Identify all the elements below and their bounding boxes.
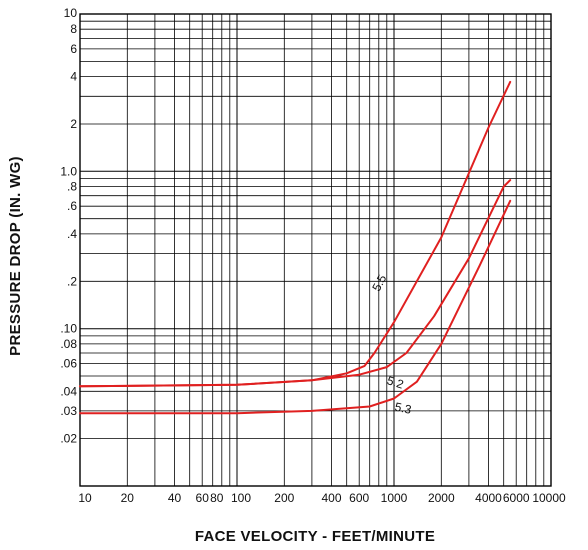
curve-label-5-2: 5.2 xyxy=(385,373,406,392)
x-tick-label: 200 xyxy=(274,491,294,505)
y-tick-label: .02 xyxy=(60,432,77,446)
y-tick-label: .8 xyxy=(67,180,77,194)
y-tick-label: .03 xyxy=(60,404,77,418)
x-tick-label: 60 xyxy=(196,491,210,505)
x-tick-label: 100 xyxy=(231,491,251,505)
x-tick-label: 10000 xyxy=(532,491,566,505)
y-tick-label: .2 xyxy=(67,274,77,288)
curve-label-5-3: 5.3 xyxy=(394,400,414,417)
x-tick-label: 10 xyxy=(78,491,92,505)
y-tick-label: .6 xyxy=(67,199,77,213)
curves xyxy=(79,80,512,415)
x-tick-label: 4000 xyxy=(475,491,502,505)
y-tick-label: 8 xyxy=(70,22,77,36)
y-tick-label: .06 xyxy=(60,357,77,371)
x-tick-label: 1000 xyxy=(381,491,408,505)
series-line-5-3 xyxy=(79,199,512,415)
plot-frame xyxy=(79,13,552,487)
y-tick-label: 1.0 xyxy=(60,164,77,178)
y-tick-label: 6 xyxy=(70,42,77,56)
y-tick-label: 10 xyxy=(64,6,78,20)
curve-labels: 5.55.25.3 xyxy=(369,272,413,417)
y-tick-label: .04 xyxy=(60,384,77,398)
y-tick-label: 2 xyxy=(70,117,77,131)
x-tick-label: 2000 xyxy=(428,491,455,505)
y-tick-label: 4 xyxy=(70,70,77,84)
y-axis-title: PRESSURE DROP (IN. WG) xyxy=(7,156,24,356)
x-tick-label: 80 xyxy=(210,491,224,505)
x-tick-label: 600 xyxy=(349,491,369,505)
series-line-5-2 xyxy=(79,179,512,388)
y-tick-label: .08 xyxy=(60,337,77,351)
x-tick-label: 6000 xyxy=(503,491,530,505)
x-tick-label: 40 xyxy=(168,491,182,505)
y-tick-label: .10 xyxy=(60,322,77,336)
y-tick-label: .4 xyxy=(67,227,77,241)
x-axis-title: FACE VELOCITY - FEET/MINUTE xyxy=(195,528,435,545)
x-tick-label: 400 xyxy=(321,491,341,505)
grid xyxy=(79,13,552,487)
y-tick-labels: 10 8 6 4 2 1.0 .8 .6 .4 .2 .10.08 .06 .04 .03 .02 xyxy=(60,6,77,446)
x-tick-label: 20 xyxy=(121,491,135,505)
x-tick-labels: 10 20 40 60 80 100 200 400 600 1000 2000 4000 6000 10… xyxy=(78,491,566,505)
